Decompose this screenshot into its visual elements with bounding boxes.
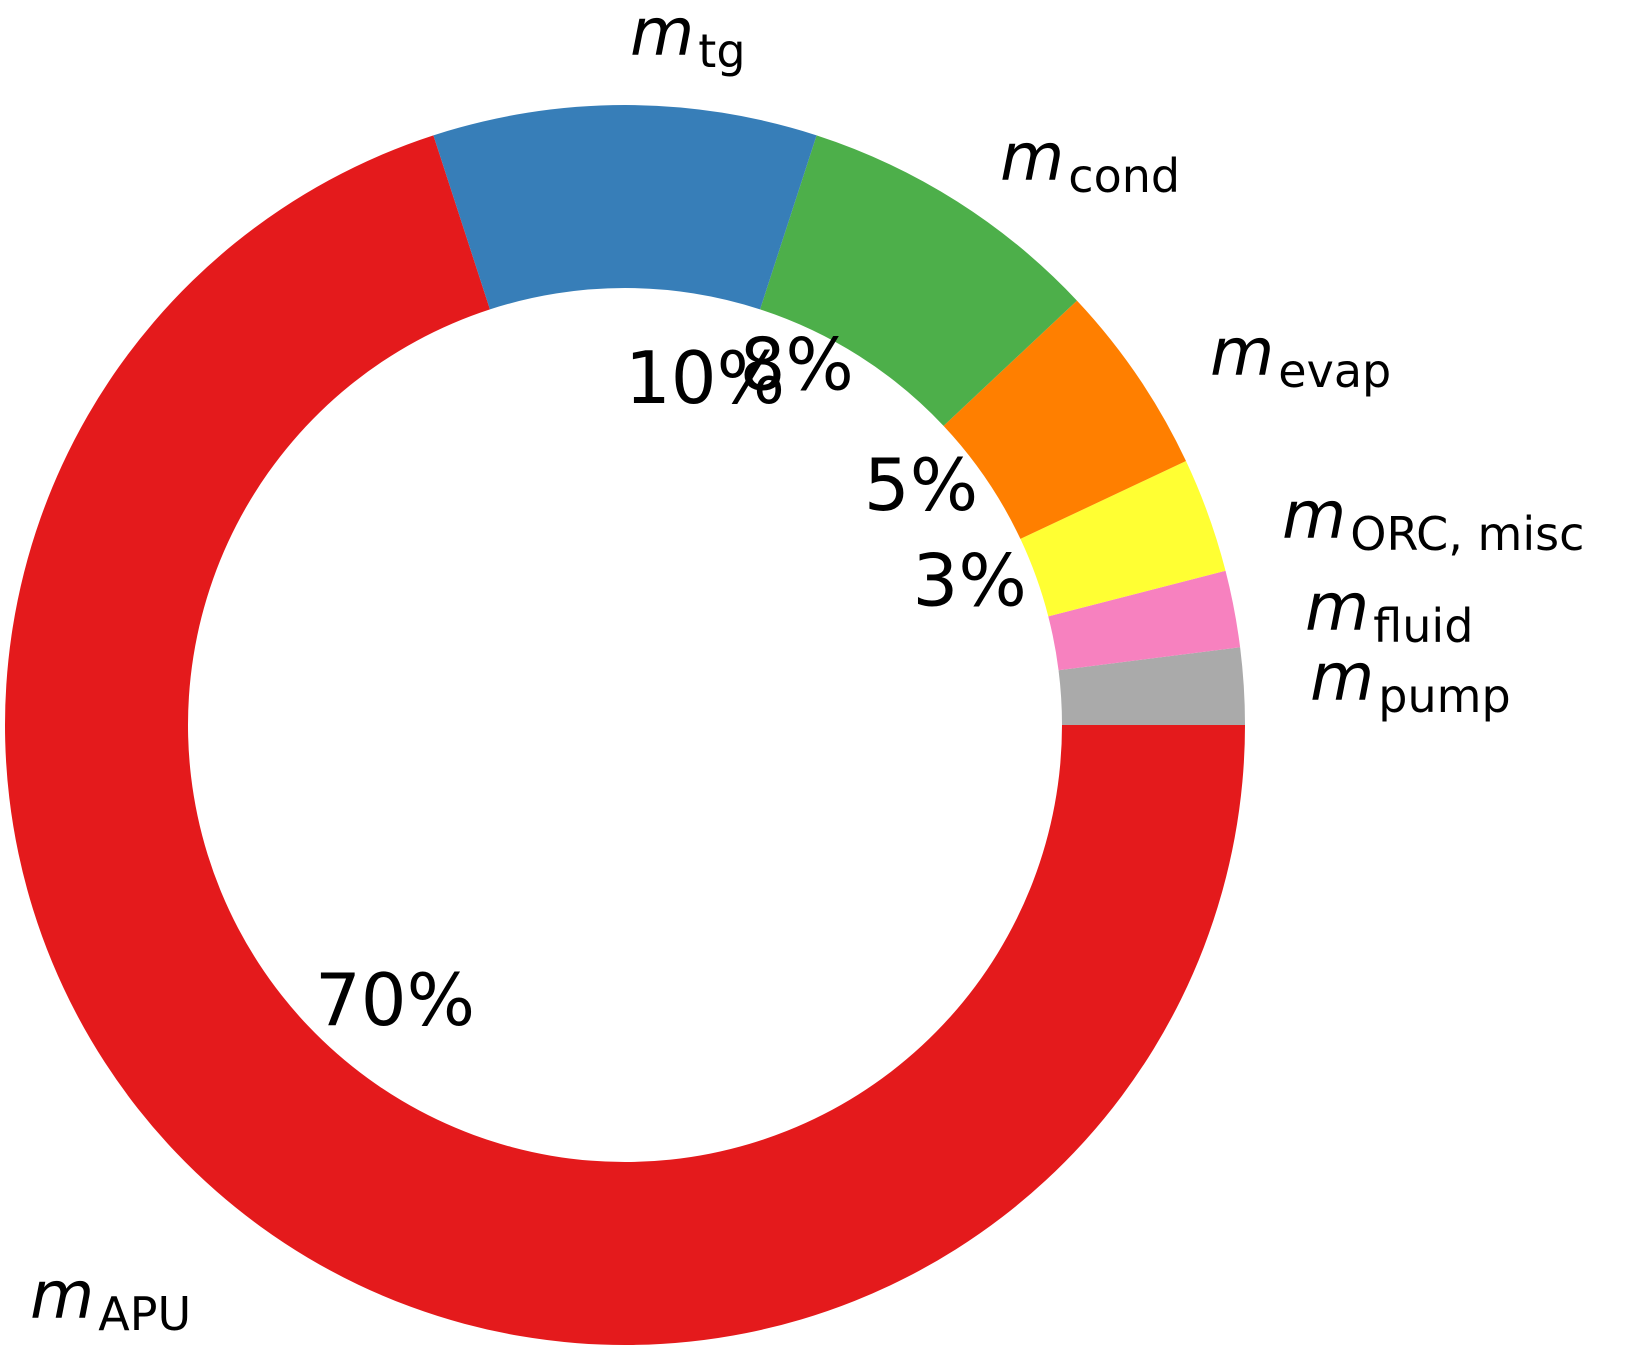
category-label: mORC, misc (1282, 477, 1584, 561)
category-label: mpump (1310, 639, 1511, 723)
slice-pump (1058, 647, 1245, 725)
category-label: mAPU (30, 1257, 191, 1341)
category-label: mfluid (1305, 569, 1473, 653)
percent-label: 10% (625, 336, 785, 420)
slice-evap (943, 300, 1186, 539)
donut-slices (5, 104, 1246, 1345)
category-label: mcond (1000, 119, 1180, 203)
percent-label: 8% (740, 322, 854, 406)
percent-label: 5% (864, 443, 978, 527)
percent-label: 3% (913, 538, 1027, 622)
category-label: mevap (1210, 314, 1391, 398)
slice-fluid (1048, 570, 1241, 671)
percent-label: 70% (315, 958, 475, 1042)
slice-cond (760, 135, 1077, 426)
slice-apu (5, 135, 1246, 1345)
slice-tg (433, 104, 817, 310)
slice-orc-misc (1020, 461, 1226, 617)
percent-labels: 70% 3% 5%8%10% (315, 322, 1027, 1042)
category-label: mtg (630, 0, 746, 78)
